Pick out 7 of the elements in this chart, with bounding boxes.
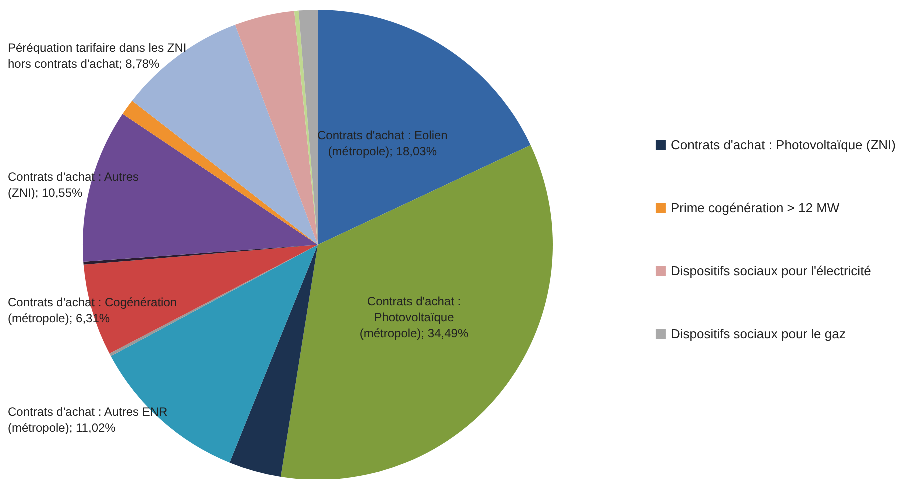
slice-label: Contrats d'achat : Eolien (métropole); 18,03% [317, 128, 448, 158]
legend-label: Dispositifs sociaux pour le gaz [670, 326, 846, 342]
legend-label: Contrats d'achat : Photovoltaïque (ZNI) [670, 138, 896, 152]
legend-label: Prime cogénération > 12 MW [670, 200, 840, 216]
slice-label: Contrats d'achat : Photovoltaïque (métropole); 34,49% [360, 294, 469, 340]
legend-label: Dispositifs sociaux pour l'électricité [670, 264, 872, 278]
slice-label: Péréquation tarifaire dans les ZNI hors contrats d'achat; 8,78% [8, 40, 187, 71]
